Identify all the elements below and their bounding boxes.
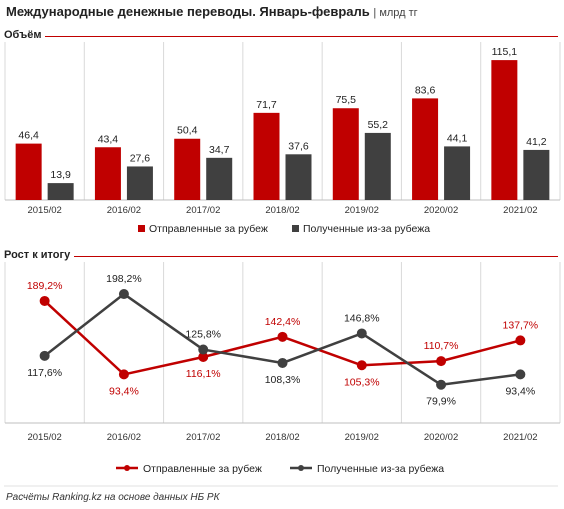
point-received [515, 369, 526, 380]
point-sent [436, 356, 447, 367]
point-sent [277, 331, 288, 342]
point-sent [515, 335, 526, 346]
data-label: 83,6 [415, 84, 436, 96]
x-tick-label: 2018/02 [265, 205, 299, 216]
data-label: 37,6 [288, 140, 309, 152]
data-label: 93,4% [505, 385, 535, 397]
bar-received [523, 149, 550, 200]
legend-label-sent: Отправленные за рубеж [149, 223, 268, 235]
data-label: 125,8% [185, 329, 221, 341]
bar-sent [412, 98, 439, 200]
data-label: 115,1 [492, 46, 518, 58]
data-label: 55,2 [368, 119, 389, 131]
point-received [39, 350, 50, 361]
bar-sent [94, 147, 121, 200]
point-sent [198, 351, 209, 362]
bar-received [364, 132, 391, 200]
bar-sent [15, 143, 42, 200]
x-tick-label: 2018/02 [265, 432, 299, 443]
point-received [277, 357, 288, 368]
x-tick-label: 2015/02 [27, 205, 61, 216]
x-tick-label: 2021/02 [503, 432, 537, 443]
data-label: 189,2% [27, 280, 63, 292]
x-tick-label: 2020/02 [424, 432, 458, 443]
data-label: 50,4 [177, 125, 198, 137]
x-tick-label: 2017/02 [186, 432, 220, 443]
data-label: 142,4% [265, 316, 301, 328]
point-received [356, 328, 367, 339]
data-label: 79,9% [426, 396, 456, 408]
data-label: 44,1 [447, 132, 468, 144]
data-label: 146,8% [344, 312, 380, 324]
bar-received [206, 157, 233, 200]
bar-received [47, 183, 74, 200]
data-label: 116,1% [186, 368, 221, 380]
data-label: 75,5 [336, 94, 357, 106]
x-tick-label: 2019/02 [345, 205, 379, 216]
x-tick-label: 2015/02 [27, 432, 61, 443]
x-tick-label: 2020/02 [424, 205, 458, 216]
data-label: 105,3% [344, 376, 380, 388]
bar-received [285, 154, 312, 200]
section-rule-volume [4, 36, 558, 37]
legend-marker-sent [124, 465, 130, 471]
data-label: 34,7 [209, 144, 230, 156]
data-label: 27,6 [130, 152, 151, 164]
data-label: 108,3% [265, 374, 301, 386]
point-sent [39, 295, 50, 306]
title-text: Международные денежные переводы. Январь-… [6, 4, 370, 19]
unit-label: | млрд тг [373, 7, 418, 19]
point-sent [356, 360, 367, 371]
bar-received [444, 146, 471, 200]
data-label: 117,6% [27, 367, 62, 379]
data-label: 41,2 [526, 136, 547, 148]
legend-swatch-received [292, 225, 299, 232]
data-label: 43,4 [98, 133, 119, 145]
legend-label-received: Полученные из-за рубежа [303, 223, 430, 235]
data-label: 110,7% [424, 340, 459, 352]
section-rule-growth [4, 256, 558, 257]
chart-title: Международные денежные переводы. Январь-… [6, 4, 418, 19]
x-tick-label: 2019/02 [345, 432, 379, 443]
point-received [436, 379, 447, 390]
bar-received [126, 166, 153, 200]
bar-sent [332, 108, 359, 200]
point-sent [118, 369, 129, 380]
legend-label-received: Полученные из-за рубежа [317, 463, 444, 475]
unit-text: млрд тг [379, 7, 418, 19]
data-label: 93,4% [109, 385, 139, 397]
data-label: 198,2% [106, 273, 142, 285]
legend-marker-received [298, 465, 304, 471]
point-received [198, 344, 209, 355]
data-label: 137,7% [503, 319, 539, 331]
x-tick-label: 2017/02 [186, 205, 220, 216]
section-label-growth: Рост к итогу [4, 249, 75, 261]
data-label: 46,4 [18, 130, 39, 142]
legend-label-sent: Отправленные за рубеж [143, 463, 262, 475]
x-tick-label: 2016/02 [107, 432, 141, 443]
footer-source: Расчёты Ranking.kz на основе данных НБ Р… [6, 492, 220, 503]
x-tick-label: 2016/02 [107, 205, 141, 216]
data-label: 13,9 [50, 169, 71, 181]
section-label-volume: Объём [4, 29, 46, 41]
data-label: 71,7 [256, 99, 277, 111]
bar-sent [491, 60, 518, 201]
point-received [118, 289, 129, 300]
legend-swatch-sent [138, 225, 145, 232]
bar-sent [253, 112, 280, 200]
bar-sent [174, 138, 201, 200]
x-tick-label: 2021/02 [503, 205, 537, 216]
